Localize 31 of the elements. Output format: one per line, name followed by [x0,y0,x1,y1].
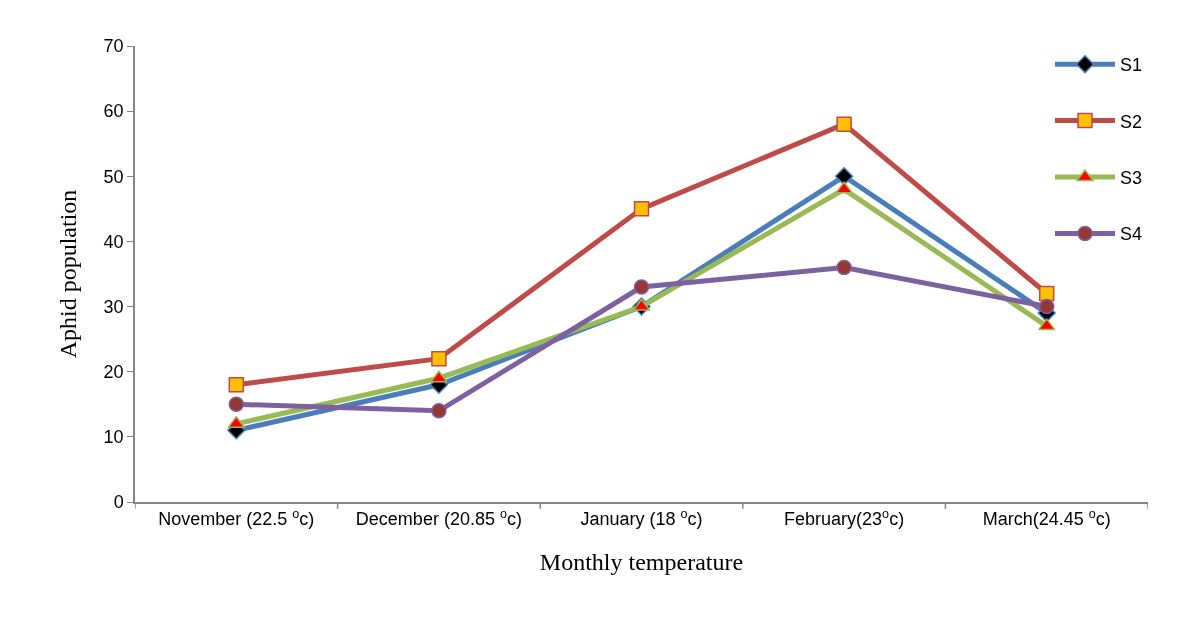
y-tick-label: 70 [103,36,124,57]
y-axis-title: Aphid population [55,189,82,359]
y-tick-label: 50 [103,166,124,187]
y-tick-label: 30 [103,296,124,317]
x-axis-title: Monthly temperature [539,549,744,576]
x-tick-label: January (18 $^{o}$c) [580,506,703,530]
legend-label: S2 [1120,111,1143,132]
x-tick-label: March(24.45 $^{o}$c) [982,506,1111,530]
point [836,259,852,276]
point [228,376,245,393]
y-tick-label: 40 [103,231,124,252]
point [431,403,447,419]
x-tick-label: November (22.5 $^{o}$c) [158,506,315,530]
x-tick-label: December (20.85 $^{o}$c) [355,506,522,530]
y-tick-label: 10 [103,427,124,448]
x-tick-label: February(23$^{o}$c) [784,506,905,530]
point [228,396,245,413]
point [430,370,448,383]
legend-label: S4 [1120,224,1143,245]
legend-label: S1 [1120,55,1143,76]
point [834,167,854,186]
point [431,350,447,367]
point [836,116,852,132]
legend-label: S3 [1120,168,1143,189]
point [1038,298,1055,315]
y-tick-label: 20 [103,362,124,383]
y-tick-label: 60 [103,101,124,122]
point [633,279,650,295]
point [633,201,650,217]
y-tick-label: 0 [113,492,124,513]
point [835,181,853,194]
